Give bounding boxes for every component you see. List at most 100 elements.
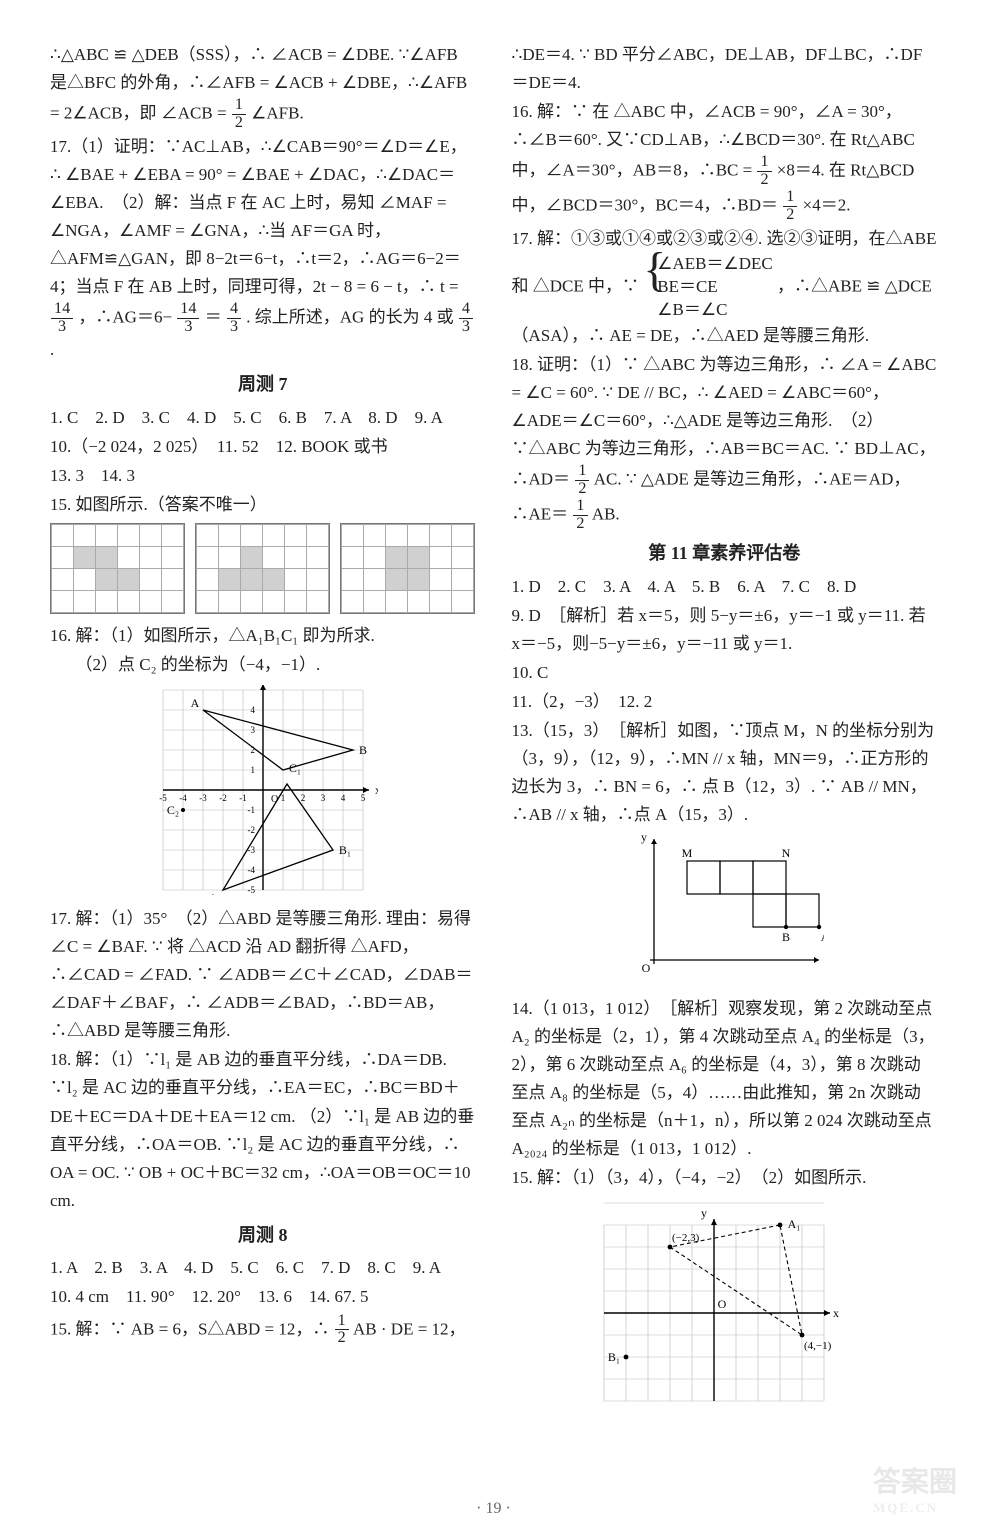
svg-text:N: N xyxy=(782,846,791,860)
mini-grid-3 xyxy=(340,523,475,614)
q17: 17. 解：（1）35° （2）△ABD 是等腰三角形. 理由：易得 ∠C = … xyxy=(50,905,476,1045)
right-column: ∴DE＝4. ∵ BD 平分∠ABC，DE⊥AB，DF⊥BC，∴DF＝DE＝4.… xyxy=(512,40,938,1506)
q16b: （2）点 C₂ 的坐标为（−4，−1）. xyxy=(50,651,476,679)
q15-zc8: 15. 解：∵ AB = 6，S△ABD = 12，∴ 12 AB · DE =… xyxy=(50,1313,476,1348)
text: ，∴AG＝6− xyxy=(78,308,172,327)
svg-text:B₁: B₁ xyxy=(339,843,351,857)
svg-text:A: A xyxy=(821,930,824,944)
fraction: 143 xyxy=(177,301,199,336)
sys-line: ∠B＝∠C xyxy=(657,299,772,322)
svg-text:1: 1 xyxy=(281,793,286,803)
fraction: 12 xyxy=(335,1313,349,1348)
svg-text:y: y xyxy=(641,835,647,844)
svg-text:2: 2 xyxy=(301,793,306,803)
coordinate-figure-q16: -5-4-3-2-112345-5-4-3-2-11234OxyABC₁C₂A₁… xyxy=(148,685,378,895)
answers-line: 13. 3 14. 3 xyxy=(50,462,476,490)
text: ×4＝2. xyxy=(803,195,851,214)
para-top: ∴△ABC ≌ △DEB（SSS），∴ ∠ACB = ∠DBE. ∵∠AFB 是… xyxy=(50,41,476,132)
page: ∴△ABC ≌ △DEB（SSS），∴ ∠ACB = ∠DBE. ∵∠AFB 是… xyxy=(0,0,987,1536)
text: ＝ xyxy=(205,308,222,327)
mini-grid-2 xyxy=(195,523,330,614)
svg-text:C₂: C₂ xyxy=(167,803,179,817)
left-column: ∴△ABC ≌ △DEB（SSS），∴ ∠ACB = ∠DBE. ∵∠AFB 是… xyxy=(50,40,476,1506)
figure-mini-grids xyxy=(50,523,476,614)
text: ∠AFB. xyxy=(251,103,304,122)
answers-line: 11.（2，−3） 12. 2 xyxy=(512,688,938,716)
q15: 15. 解：（1）（3，4），（−4，−2） （2）如图所示. xyxy=(512,1164,938,1192)
svg-text:-1: -1 xyxy=(247,805,255,815)
section-title-zc7: 周测 7 xyxy=(50,370,476,400)
svg-text:O: O xyxy=(718,1297,727,1311)
answers-line: 1. D 2. C 3. A 4. A 5. B 6. A 7. C 8. D xyxy=(512,573,938,601)
svg-text:3: 3 xyxy=(250,725,255,735)
coordinate-figure-q13: MNBAOxy xyxy=(624,835,824,985)
svg-text:4: 4 xyxy=(341,793,346,803)
fraction: 12 xyxy=(783,189,797,224)
fraction: 12 xyxy=(232,97,246,132)
svg-text:O: O xyxy=(642,961,651,975)
mini-grid-1 xyxy=(50,523,185,614)
section-title-zc8: 周测 8 xyxy=(50,1221,476,1251)
answers-line: 10. 4 cm 11. 90° 12. 20° 13. 6 14. 67. 5 xyxy=(50,1283,476,1311)
q13: 13.（15，3） ［解析］如图，∵顶点 M，N 的坐标分别为（3，9），（12… xyxy=(512,717,938,829)
text: . 综上所述，AG 的长为 4 或 xyxy=(246,308,458,327)
fraction: 12 xyxy=(573,498,587,533)
svg-text:A₁: A₁ xyxy=(788,1217,801,1231)
page-number: · 19 · xyxy=(0,1500,987,1518)
svg-text:-1: -1 xyxy=(239,793,247,803)
svg-text:B: B xyxy=(782,930,790,944)
svg-text:5: 5 xyxy=(361,793,366,803)
q9: 9. D ［解析］若 x＝5，则 5−y＝±6，y＝−1 或 y＝11. 若 x… xyxy=(512,602,938,658)
svg-text:-4: -4 xyxy=(247,865,255,875)
text: AC. ∵ △ADE 是等边三角形，∴AE＝AD，∴AE＝ xyxy=(512,469,911,523)
fraction: 12 xyxy=(757,154,771,189)
q17-r: 17. 解：①③或①④或②③或②④. 选②③证明，在△ABE 和 △DCE 中，… xyxy=(512,225,938,350)
svg-text:4: 4 xyxy=(250,705,255,715)
fraction: 43 xyxy=(459,301,473,336)
text: 15. 解：∵ AB = 6，S△ABD = 12，∴ xyxy=(50,1319,334,1338)
answers-line: 10.（−2 024，2 025） 11. 52 12. BOOK 或书 xyxy=(50,433,476,461)
fraction: 12 xyxy=(575,463,589,498)
svg-text:-5: -5 xyxy=(159,793,167,803)
q15: 15. 如图所示.（答案不唯一） xyxy=(50,491,476,519)
text: AB · DE = 12， xyxy=(353,1319,466,1338)
answers-line: 1. A 2. B 3. A 4. D 5. C 6. C 7. D 8. C … xyxy=(50,1254,476,1282)
svg-text:B: B xyxy=(359,743,367,757)
answers-line: 10. C xyxy=(512,659,938,687)
svg-text:C₁: C₁ xyxy=(289,761,301,775)
svg-text:-5: -5 xyxy=(247,885,255,895)
svg-text:1: 1 xyxy=(250,765,255,775)
svg-text:-2: -2 xyxy=(247,825,255,835)
svg-text:y: y xyxy=(701,1206,707,1220)
svg-text:A₁: A₁ xyxy=(208,891,221,895)
equation-system: ∠AEB＝∠DEC BE＝CE ∠B＝∠C xyxy=(643,253,772,322)
fraction: 43 xyxy=(227,301,241,336)
svg-text:A: A xyxy=(190,696,199,710)
svg-text:-4: -4 xyxy=(179,793,187,803)
svg-text:(4,−1): (4,−1) xyxy=(804,1340,832,1352)
answers-line: 1. C 2. D 3. C 4. D 5. C 6. B 7. A 8. D … xyxy=(50,404,476,432)
svg-text:-3: -3 xyxy=(199,793,207,803)
text: . xyxy=(50,340,54,359)
fraction: 143 xyxy=(51,301,73,336)
q17-left: 17.（1）证明：∵AC⊥AB，∴∠CAB＝90°＝∠D＝∠E，∴ ∠BAE +… xyxy=(50,133,476,364)
svg-text:x: x xyxy=(833,1306,839,1320)
svg-text:-2: -2 xyxy=(219,793,227,803)
q18: 18. 解：（1）∵l₁ 是 AB 边的垂直平分线，∴DA＝DB. ∵l₂ 是 … xyxy=(50,1046,476,1214)
svg-text:(−2,3): (−2,3) xyxy=(672,1232,700,1244)
sys-line: ∠AEB＝∠DEC xyxy=(657,253,772,276)
svg-text:x: x xyxy=(375,783,378,797)
sys-line: BE＝CE xyxy=(657,276,772,299)
text: AB. xyxy=(592,504,620,523)
q14: 14.（1 013，1 012） ［解析］观察发现，第 2 次跳动至点 A₂ 的… xyxy=(512,995,938,1163)
para-top-r: ∴DE＝4. ∵ BD 平分∠ABC，DE⊥AB，DF⊥BC，∴DF＝DE＝4. xyxy=(512,41,938,97)
svg-text:3: 3 xyxy=(321,793,326,803)
section-title-ch11: 第 11 章素养评估卷 xyxy=(512,539,938,569)
svg-text:B₁: B₁ xyxy=(608,1350,620,1364)
q16a: 16. 解：（1）如图所示，△A₁B₁C₁ 即为所求. xyxy=(50,622,476,650)
coordinate-figure-q15: (−2,3) (4,−1) A₁ B₁ Ox y xyxy=(594,1198,854,1408)
q18-r: 18. 证明：（1）∵ △ABC 为等边三角形，∴ ∠A = ∠ABC = ∠C… xyxy=(512,351,938,533)
text: 17.（1）证明：∵AC⊥AB，∴∠CAB＝90°＝∠D＝∠E，∴ ∠BAE +… xyxy=(50,137,467,296)
q16-r: 16. 解：∵ 在 △ABC 中，∠ACB = 90°，∠A = 30°，∴∠B… xyxy=(512,98,938,224)
svg-text:M: M xyxy=(682,846,693,860)
